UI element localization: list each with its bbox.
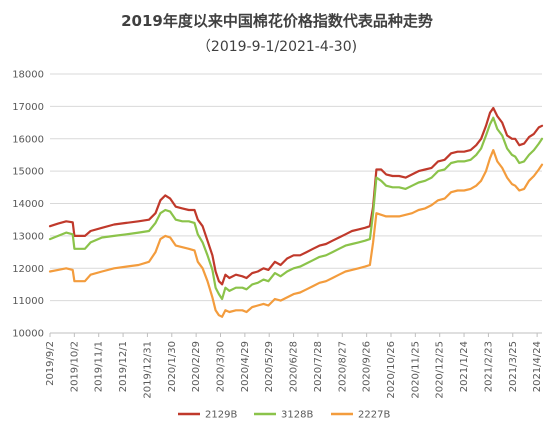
x-tick-label: 2020/4/29 [240, 341, 251, 392]
y-tick-label: 17000 [12, 102, 44, 113]
chart-title: 2019年度以来中国棉花价格指数代表品种走势 [121, 12, 433, 30]
gridlines [50, 73, 542, 302]
legend-label-2227B: 2227B [358, 410, 390, 421]
x-axis: 2019/9/2 2019/10/2 2019/11/1 2019/12/1 2019/… [45, 332, 543, 399]
x-tick-label: 2020/12/25 [435, 341, 446, 399]
x-tick-label: 2021/1/24 [459, 341, 470, 392]
y-tick-label: 10000 [12, 329, 44, 340]
y-tick-label: 11000 [12, 296, 44, 307]
x-tick-label: 2019/9/2 [45, 341, 56, 386]
x-tick-label: 2021/4/24 [532, 341, 543, 392]
y-axis: 10000 11000 12000 13000 14000 15000 16000 17000… [12, 70, 44, 340]
series-line-2227B [48, 149, 544, 318]
x-tick-label: 2020/7/28 [313, 341, 324, 392]
legend: 2129B 3128B 2227B [178, 410, 390, 421]
x-tick-label: 2019/12/1 [118, 341, 129, 392]
y-tick-label: 15000 [12, 167, 44, 178]
x-tick-label: 2020/8/27 [337, 341, 348, 392]
x-tick-label: 2021/3/25 [508, 341, 519, 392]
x-tick-label: 2020/2/29 [191, 341, 202, 392]
x-tick-label: 2020/9/26 [362, 341, 373, 392]
y-tick-label: 12000 [12, 264, 44, 275]
x-tick-label: 2019/12/31 [142, 341, 153, 399]
x-tick-label: 2019/11/1 [94, 341, 105, 392]
x-tick-label: 2019/10/2 [69, 341, 80, 392]
x-tick-label: 2020/6/28 [289, 341, 300, 392]
chart-subtitle: （2019-9-1/2021-4-30) [196, 39, 358, 55]
y-tick-label: 14000 [12, 199, 44, 210]
y-tick-label: 18000 [12, 70, 44, 81]
legend-label-2129B: 2129B [205, 410, 237, 421]
x-tick-label: 2020/10/26 [386, 341, 397, 399]
x-tick-label: 2020/1/30 [167, 341, 178, 392]
series-line-3128B [48, 116, 544, 301]
x-tick-label: 2020/3/30 [215, 341, 226, 392]
x-tick-label: 2020/11/25 [410, 341, 421, 399]
x-tick-label: 2020/5/29 [264, 341, 275, 392]
y-tick-label: 16000 [12, 134, 44, 145]
series-line-2129B [48, 106, 544, 286]
y-tick-label: 13000 [12, 231, 44, 242]
series-lines [48, 106, 544, 318]
x-tick-label: 2021/2/23 [483, 341, 494, 392]
legend-label-3128B: 3128B [281, 410, 313, 421]
